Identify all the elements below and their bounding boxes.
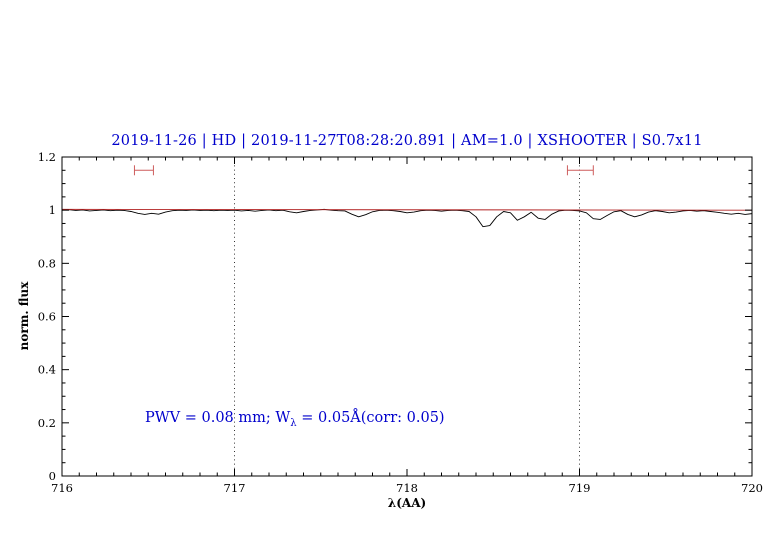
y-axis-label: norm. flux (17, 281, 31, 351)
pwv-annotation: PWV = 0.08 mm; Wλ = 0.05Å(corr: 0.05) (145, 410, 445, 429)
continuum-fit-line (61, 208, 753, 211)
x-tick-label: 717 (224, 481, 246, 495)
pwv-annotation-post: = 0.05Å(corr: 0.05) (296, 410, 445, 426)
y-tick-label: 0.8 (38, 256, 56, 270)
y-tick-label: 0.6 (38, 310, 56, 324)
plot-title: 2019-11-26 | HD | 2019-11-27T08:28:20.89… (111, 133, 703, 149)
x-tick-label: 718 (396, 481, 418, 495)
y-tick-label: 1 (49, 203, 56, 217)
spectrum-line (61, 208, 753, 228)
x-tick-label: 716 (51, 481, 73, 495)
y-tick-label: 1.2 (38, 150, 56, 164)
y-tick-label: 0.4 (38, 363, 56, 377)
pwv-annotation-sub: λ (290, 417, 297, 429)
y-tick-label: 0.2 (38, 416, 56, 430)
y-tick-label: 0 (49, 469, 56, 483)
x-axis-label: λ(AA) (387, 496, 427, 510)
x-tick-label: 719 (569, 481, 591, 495)
pwv-annotation-pre: PWV = 0.08 mm; W (145, 410, 291, 426)
x-tick-label: 720 (741, 481, 763, 495)
